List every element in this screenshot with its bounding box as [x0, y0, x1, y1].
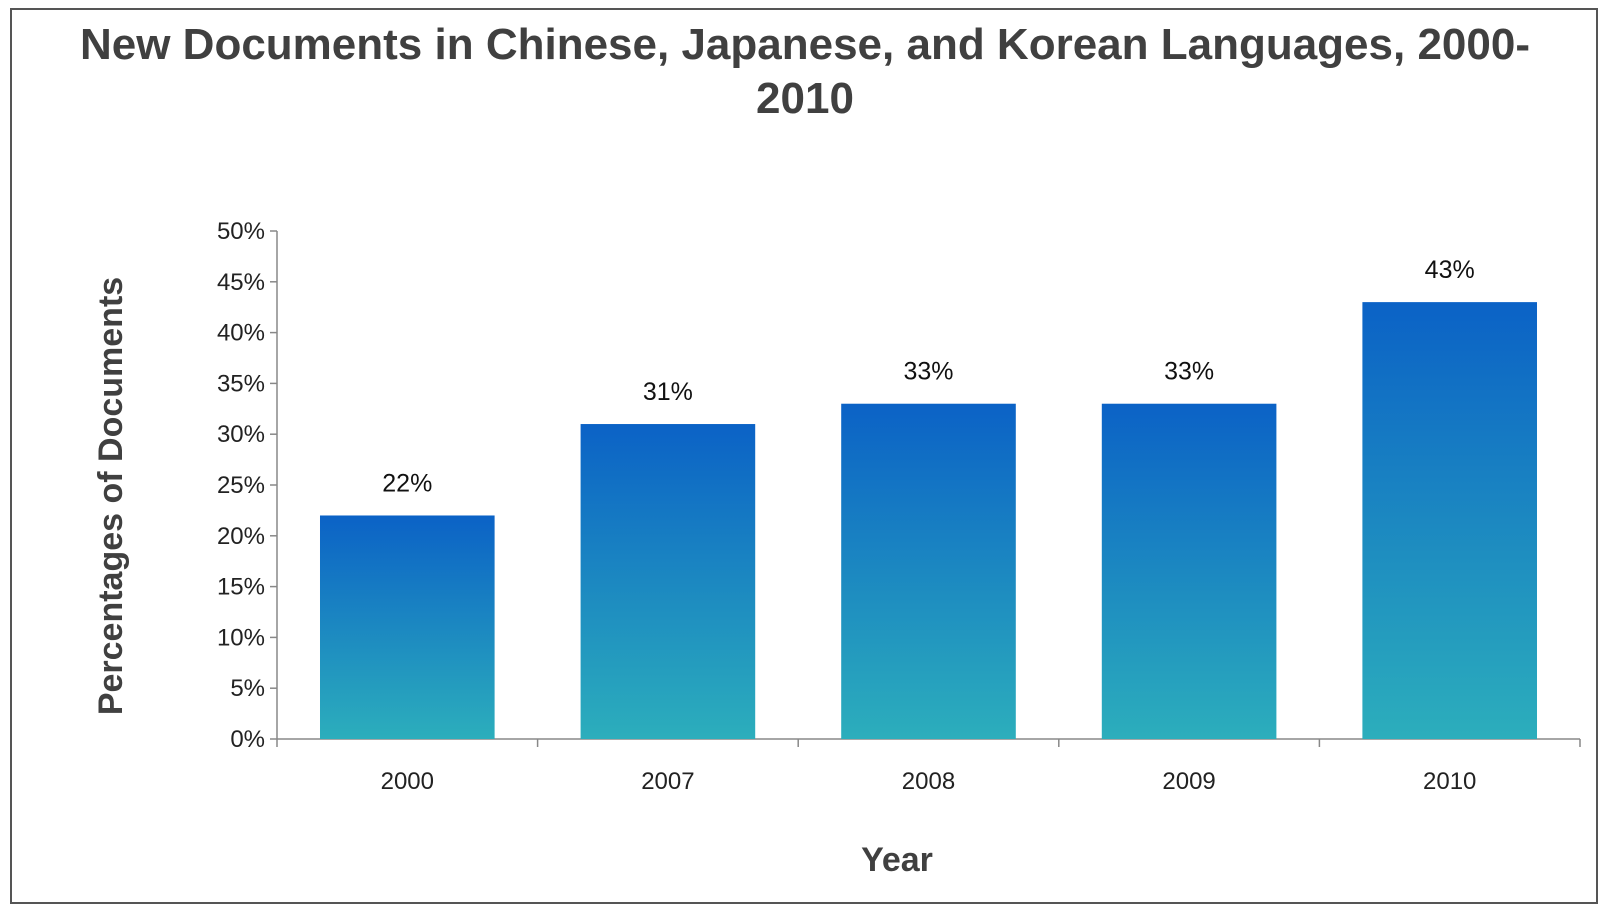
y-tick-label: 30% [217, 421, 265, 448]
x-tick-label: 2010 [1423, 768, 1476, 795]
y-axis-title: Percentages of Documents [92, 277, 130, 715]
x-axis: 2000 2007 2008 2009 2010 [276, 738, 1581, 795]
bar-2008 [841, 403, 1016, 739]
data-label-2010: 43% [1425, 256, 1475, 284]
data-label-2009: 33% [1164, 358, 1214, 386]
y-tick-label: 15% [217, 574, 265, 601]
x-tick-label: 2009 [1162, 768, 1215, 795]
data-label-2000: 22% [382, 469, 432, 497]
y-tick-label: 10% [217, 624, 265, 651]
data-label-2007: 31% [643, 378, 693, 406]
y-tick-label: 40% [217, 320, 265, 347]
y-tick-label: 5% [230, 675, 265, 702]
chart-frame [10, 8, 1598, 904]
y-tick-label: 45% [217, 269, 265, 296]
bar-2007 [580, 424, 756, 739]
x-tick-label: 2007 [641, 768, 694, 795]
y-axis: 0% 5% 10% 15% 20% 25% 30% 35% 40% 45% 50% [217, 218, 278, 753]
x-axis-title: Year [861, 841, 933, 879]
bar-2009 [1101, 403, 1277, 739]
y-tick-label: 25% [217, 472, 265, 499]
bars [319, 302, 1538, 739]
chart-title: New Documents in Chinese, Japanese, and … [79, 20, 1530, 123]
x-tick-label: 2000 [381, 768, 434, 795]
bar-2000 [319, 515, 495, 739]
bar-2010 [1362, 302, 1538, 739]
x-tick-label: 2008 [902, 768, 955, 795]
data-labels: 22% 31% 33% 33% 43% [382, 256, 1474, 497]
y-tick-label: 0% [230, 726, 265, 753]
y-tick-label: 35% [217, 370, 265, 397]
y-tick-label: 20% [217, 523, 265, 550]
data-label-2008: 33% [903, 358, 953, 386]
y-tick-label: 50% [217, 218, 265, 245]
